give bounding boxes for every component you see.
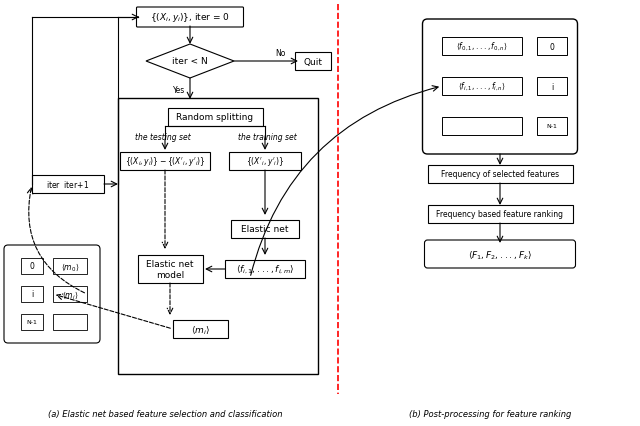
Text: $\langle f_{i,1},...,f_{i,n}\rangle$: $\langle f_{i,1},...,f_{i,n}\rangle$: [458, 81, 506, 93]
Text: Elastic net: Elastic net: [241, 225, 289, 234]
Text: Random splitting: Random splitting: [177, 113, 253, 122]
FancyBboxPatch shape: [442, 118, 522, 136]
FancyBboxPatch shape: [120, 153, 210, 170]
FancyBboxPatch shape: [168, 109, 262, 127]
FancyBboxPatch shape: [136, 8, 243, 28]
FancyBboxPatch shape: [424, 240, 575, 268]
Text: iter < N: iter < N: [172, 58, 208, 66]
Text: i: i: [31, 290, 33, 299]
FancyBboxPatch shape: [21, 286, 43, 302]
Text: $\langle f_{i,1},...,f_{i,m}\rangle$: $\langle f_{i,1},...,f_{i,m}\rangle$: [236, 263, 294, 276]
Text: $\{(X_i, y_i)\} - \{(X'_i, y'_i)\}$: $\{(X_i, y_i)\} - \{(X'_i, y'_i)\}$: [125, 155, 205, 168]
Text: Frequency of selected features: Frequency of selected features: [441, 170, 559, 179]
Text: Yes: Yes: [173, 86, 185, 95]
FancyBboxPatch shape: [537, 38, 567, 56]
FancyBboxPatch shape: [138, 256, 202, 283]
Text: $\langle f_{0,1},...,f_{0,n}\rangle$: $\langle f_{0,1},...,f_{0,n}\rangle$: [456, 41, 508, 53]
FancyBboxPatch shape: [428, 166, 573, 184]
Text: 0: 0: [550, 43, 554, 52]
Text: Quit: Quit: [303, 58, 323, 66]
Polygon shape: [146, 45, 234, 79]
Text: $\langle m_i\rangle$: $\langle m_i\rangle$: [191, 323, 209, 335]
FancyBboxPatch shape: [53, 286, 87, 302]
FancyBboxPatch shape: [53, 314, 87, 330]
Text: N-1: N-1: [27, 320, 37, 325]
Text: $\langle m_i\rangle$: $\langle m_i\rangle$: [62, 288, 78, 300]
FancyBboxPatch shape: [428, 205, 573, 224]
Text: (b) Post-processing for feature ranking: (b) Post-processing for feature ranking: [409, 409, 571, 418]
FancyBboxPatch shape: [21, 259, 43, 274]
FancyBboxPatch shape: [537, 118, 567, 136]
FancyBboxPatch shape: [295, 53, 331, 71]
Text: iter  iter$+$1: iter iter$+$1: [47, 179, 90, 190]
Text: $\langle m_0\rangle$: $\langle m_0\rangle$: [61, 260, 79, 272]
FancyBboxPatch shape: [229, 153, 301, 170]
Text: $\langle F_1, F_2, ..., F_k\rangle$: $\langle F_1, F_2, ..., F_k\rangle$: [468, 248, 532, 260]
FancyBboxPatch shape: [225, 260, 305, 278]
Text: the training set: the training set: [237, 133, 296, 142]
FancyBboxPatch shape: [118, 99, 318, 374]
FancyBboxPatch shape: [537, 78, 567, 96]
Text: Frequency based feature ranking: Frequency based feature ranking: [436, 210, 563, 219]
FancyBboxPatch shape: [442, 38, 522, 56]
FancyBboxPatch shape: [21, 314, 43, 330]
FancyBboxPatch shape: [422, 20, 577, 155]
FancyBboxPatch shape: [32, 176, 104, 193]
Text: i: i: [551, 82, 553, 91]
Text: No: No: [275, 49, 285, 58]
Text: Elastic net
model: Elastic net model: [147, 260, 194, 279]
Text: $\{(X_i, y_i)\}$, iter = 0: $\{(X_i, y_i)\}$, iter = 0: [150, 12, 230, 24]
Text: the testing set: the testing set: [135, 133, 191, 142]
FancyBboxPatch shape: [53, 259, 87, 274]
Text: N-1: N-1: [547, 124, 557, 129]
FancyBboxPatch shape: [4, 245, 100, 343]
FancyBboxPatch shape: [442, 78, 522, 96]
Text: (a) Elastic net based feature selection and classification: (a) Elastic net based feature selection …: [48, 409, 282, 418]
FancyBboxPatch shape: [173, 320, 227, 338]
Text: 0: 0: [29, 262, 35, 271]
FancyBboxPatch shape: [231, 221, 299, 239]
Text: $\{(X'_i, y'_i)\}$: $\{(X'_i, y'_i)\}$: [246, 155, 284, 168]
